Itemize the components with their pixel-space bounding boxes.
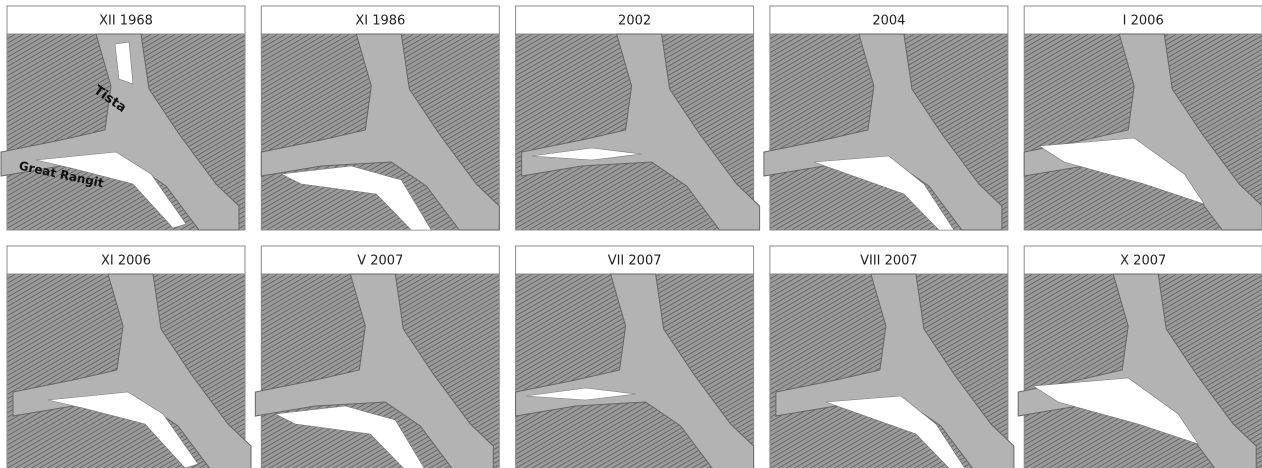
map-panel: X 2007 <box>1018 246 1262 468</box>
panel-title: X 2007 <box>1120 254 1166 269</box>
map <box>1018 274 1262 468</box>
map <box>764 34 1008 230</box>
map <box>255 274 499 468</box>
map-panel: I 2006 <box>1024 6 1262 230</box>
map-panel: VIII 2007 <box>770 246 1014 468</box>
panel-title: XI 2006 <box>101 254 151 269</box>
map-panel: V 2007 <box>255 246 499 468</box>
map-panel: 2004 <box>764 6 1008 230</box>
map <box>516 274 754 468</box>
map <box>7 274 251 468</box>
panel-title: VIII 2007 <box>860 254 918 269</box>
map <box>261 34 499 230</box>
map-panel: XI 2006 <box>7 246 251 468</box>
map <box>516 34 760 230</box>
map <box>770 274 1014 468</box>
panel-title: XII 1968 <box>99 14 153 29</box>
figure: XII 1968 TistaGreat Rangit XI 1986 2002 2004… <box>0 0 1262 468</box>
panel-title: V 2007 <box>357 254 403 269</box>
panel-title: VII 2007 <box>608 254 662 269</box>
map-panel: VII 2007 <box>516 246 754 468</box>
panel-title: 2004 <box>872 14 905 29</box>
map <box>1024 34 1262 230</box>
map-panel: 2002 <box>516 6 760 230</box>
panel-title: XI 1986 <box>355 14 405 29</box>
panel-title: 2002 <box>618 14 651 29</box>
map-panel: XI 1986 <box>261 6 499 230</box>
panel-title: I 2006 <box>1123 14 1164 29</box>
